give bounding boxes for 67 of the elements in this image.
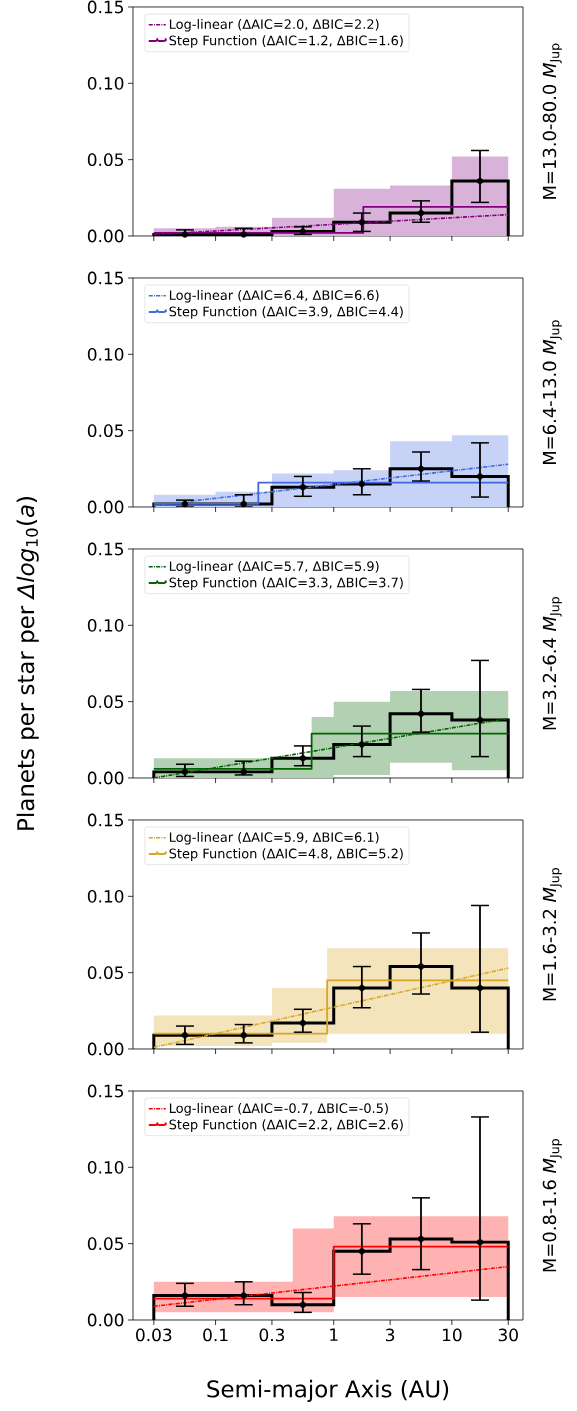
legend-label: Step Function (ΔAIC=3.9, ΔBIC=4.4) <box>169 306 403 319</box>
x-axis-title: Semi-major Axis (AU) <box>207 1379 449 1403</box>
point <box>476 984 484 992</box>
y-tick-label: 0.10 <box>87 347 124 361</box>
y-tick-label: 0.15 <box>87 1084 123 1098</box>
x-tick-label: 0.1 <box>203 1328 228 1342</box>
point <box>358 741 366 748</box>
point <box>299 483 307 491</box>
legend-label: Step Function (ΔAIC=2.2, ΔBIC=2.6) <box>169 1119 403 1132</box>
point <box>476 473 484 480</box>
point <box>299 1301 307 1308</box>
point <box>181 1032 189 1039</box>
point <box>181 1292 189 1299</box>
x-tick-label: 3 <box>386 1328 395 1342</box>
y-tick-label: 0.05 <box>87 695 123 709</box>
legend-label: Step Function (ΔAIC=3.3, ΔBIC=3.7) <box>169 577 403 590</box>
point <box>417 1235 425 1243</box>
y2-axis-title: M=1.6-3.2 M$_{Jup}$ <box>542 868 562 1001</box>
y-tick-label: 0.10 <box>87 618 124 632</box>
legend-label: Log-linear (ΔAIC=2.0, ΔBIC=2.2) <box>169 19 379 32</box>
y-tick-label: 0.15 <box>87 542 123 556</box>
point <box>417 209 425 217</box>
y-tick-label: 0.00 <box>87 1313 124 1327</box>
y-tick-label: 0.00 <box>87 229 124 243</box>
y-tick-label: 0.00 <box>87 771 124 785</box>
y-tick-label: 0.15 <box>87 813 123 827</box>
point <box>476 716 484 724</box>
y2-axis-title: M=0.8-1.6 M$_{Jup}$ <box>542 1139 562 1272</box>
y-tick-label: 0.05 <box>87 1237 123 1251</box>
point <box>299 1019 307 1027</box>
point <box>417 465 425 472</box>
x-tick-label: 10 <box>442 1328 462 1342</box>
y2-axis-title: M=6.4-13.0 M$_{Jup}$ <box>542 320 562 465</box>
point <box>358 219 366 226</box>
y2-axis-title: M=13.0-80.0 M$_{Jup}$ <box>542 43 562 199</box>
y-tick-label: 0.15 <box>87 271 123 285</box>
y-tick-label: 0.05 <box>87 966 123 980</box>
y-tick-label: 0.10 <box>87 1160 124 1174</box>
y-tick-label: 0.05 <box>87 153 123 167</box>
y-tick-label: 0.00 <box>87 1042 124 1056</box>
point <box>417 963 425 970</box>
point <box>358 1248 366 1255</box>
point <box>358 984 366 992</box>
x-tick-label: 0.3 <box>259 1328 285 1342</box>
legend-label: Log-linear (ΔAIC=-0.7, ΔBIC=-0.5) <box>169 1103 388 1116</box>
x-tick-label: 30 <box>498 1328 518 1342</box>
point <box>240 1032 247 1039</box>
legend-label: Step Function (ΔAIC=4.8, ΔBIC=5.2) <box>169 848 403 861</box>
legend-label: Log-linear (ΔAIC=5.7, ΔBIC=5.9) <box>169 561 379 574</box>
legend-label: Log-linear (ΔAIC=5.9, ΔBIC=6.1) <box>169 832 379 845</box>
y2-axis-title: M=3.2-6.4 M$_{Jup}$ <box>542 597 562 730</box>
point <box>417 710 425 718</box>
point <box>358 480 366 488</box>
y-tick-label: 0.15 <box>87 0 123 14</box>
y-axis-title: Planets per star per Δlog$_{10}$(a) <box>16 497 39 830</box>
x-tick-label: 0.03 <box>136 1328 172 1342</box>
point <box>476 177 484 185</box>
y-tick-label: 0.00 <box>87 500 124 514</box>
legend-label: Log-linear (ΔAIC=6.4, ΔBIC=6.6) <box>169 290 379 303</box>
point <box>476 1238 484 1246</box>
y-tick-label: 0.05 <box>87 424 123 438</box>
point <box>240 1292 247 1299</box>
x-tick-label: 1 <box>330 1328 338 1341</box>
legend-label: Step Function (ΔAIC=1.2, ΔBIC=1.6) <box>169 35 403 48</box>
y-tick-label: 0.10 <box>87 76 124 90</box>
y-tick-label: 0.10 <box>87 889 124 903</box>
point <box>299 754 307 762</box>
